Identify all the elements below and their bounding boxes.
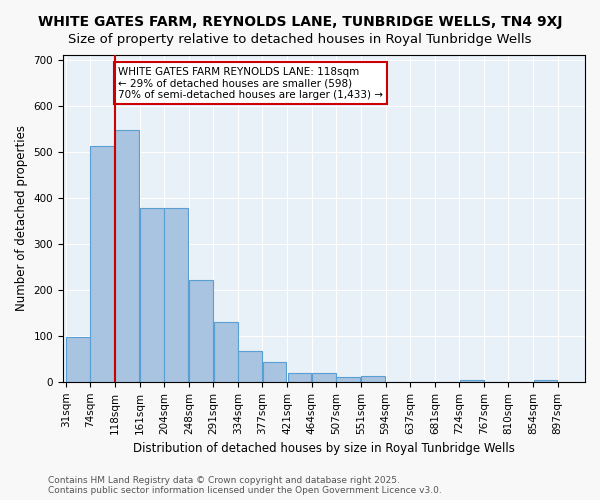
Bar: [66, 337, 90, 382]
Bar: [460, 380, 484, 382]
Text: Contains HM Land Registry data © Crown copyright and database right 2025.
Contai: Contains HM Land Registry data © Crown c…: [48, 476, 442, 495]
Bar: [164, 208, 188, 382]
Text: Size of property relative to detached houses in Royal Tunbridge Wells: Size of property relative to detached ho…: [68, 32, 532, 46]
Text: WHITE GATES FARM, REYNOLDS LANE, TUNBRIDGE WELLS, TN4 9XJ: WHITE GATES FARM, REYNOLDS LANE, TUNBRID…: [38, 15, 562, 29]
Bar: [214, 322, 238, 382]
Bar: [238, 350, 262, 382]
X-axis label: Distribution of detached houses by size in Royal Tunbridge Wells: Distribution of detached houses by size …: [133, 442, 515, 455]
Bar: [263, 362, 286, 382]
Bar: [190, 280, 213, 382]
Bar: [91, 146, 115, 382]
Bar: [361, 376, 385, 382]
Text: WHITE GATES FARM REYNOLDS LANE: 118sqm
← 29% of detached houses are smaller (598: WHITE GATES FARM REYNOLDS LANE: 118sqm ←…: [118, 66, 383, 100]
Bar: [533, 380, 557, 382]
Bar: [140, 208, 164, 382]
Bar: [115, 130, 139, 382]
Y-axis label: Number of detached properties: Number of detached properties: [15, 126, 28, 312]
Bar: [337, 377, 361, 382]
Bar: [287, 372, 311, 382]
Bar: [312, 372, 336, 382]
